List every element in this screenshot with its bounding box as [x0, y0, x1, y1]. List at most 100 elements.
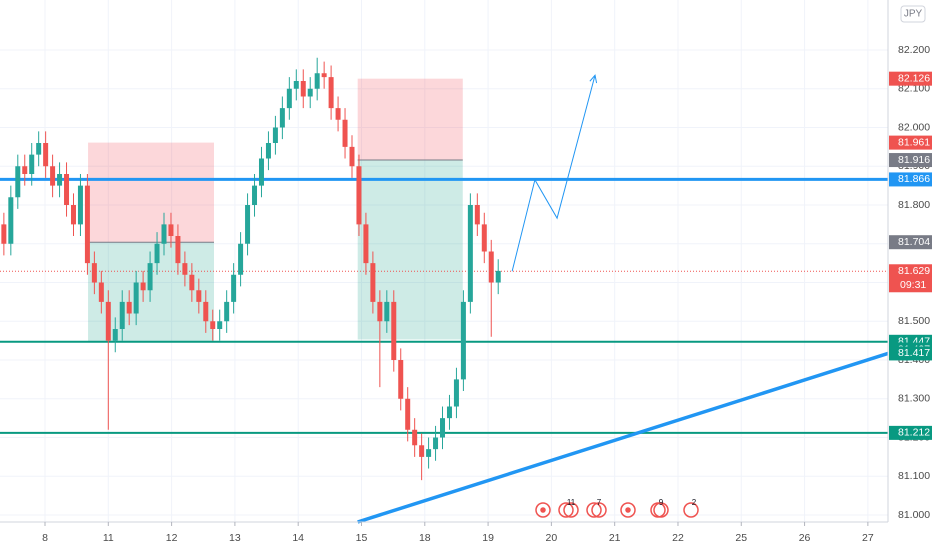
candle-body [182, 263, 188, 275]
price-label: 81.961 [898, 136, 930, 148]
candle-body [252, 185, 258, 206]
candle-body [419, 445, 425, 457]
candles [1, 57, 501, 481]
candle-body [272, 127, 278, 143]
stop-zone [357, 78, 463, 161]
candle-body [279, 108, 285, 128]
candle-body [342, 119, 348, 147]
candle-body [398, 360, 404, 399]
x-tick-label: 18 [419, 532, 431, 544]
candle-body [245, 205, 251, 244]
candle-body [307, 88, 313, 97]
target-zone [357, 160, 463, 340]
candle-body [1, 224, 7, 244]
candle-body [495, 270, 501, 283]
x-tick-label: 15 [356, 532, 368, 544]
candle-body [391, 301, 397, 361]
candle-body [328, 77, 334, 109]
x-tick-label: 27 [862, 532, 874, 544]
price-label-box [889, 425, 932, 440]
candle-body [22, 166, 28, 174]
projection-arrow [511, 75, 596, 272]
candle-body [133, 282, 139, 314]
candle-body [175, 236, 181, 264]
candle-body [467, 205, 473, 302]
candle-body [321, 73, 327, 78]
arrow-head [589, 74, 598, 84]
price-label: 82.126 [898, 72, 930, 84]
candle-body [224, 301, 230, 322]
candle-body [286, 88, 292, 109]
price-label-box [889, 264, 932, 293]
candle-body [98, 282, 104, 302]
candle-body [196, 290, 202, 302]
candle-body [363, 224, 369, 264]
candle-body [335, 108, 341, 120]
currency: JPY [904, 9, 923, 20]
candle-body [154, 243, 160, 264]
candle-body [57, 174, 63, 186]
candle-body [412, 429, 418, 446]
event-count: 7 [597, 498, 602, 507]
event-count: 11 [567, 498, 576, 507]
candle-body [481, 224, 487, 252]
x-tick-label: 14 [292, 532, 304, 544]
candle-body [161, 224, 167, 244]
candle-body [168, 224, 174, 237]
candle-body [147, 263, 153, 291]
candle-body [231, 274, 237, 302]
candle-body [265, 142, 271, 159]
candle-body [105, 301, 111, 341]
y-tick-label: 81.800 [898, 199, 930, 211]
price-label: 81.629 [898, 265, 930, 277]
candle-body [189, 274, 195, 291]
candle-body [238, 243, 244, 275]
candle-body [210, 321, 216, 330]
candle-body [43, 142, 49, 167]
price-label: 81.212 [898, 427, 930, 439]
x-tick-label: 21 [609, 532, 621, 544]
candle-body [453, 379, 459, 407]
price-label-box [889, 172, 932, 187]
candle-body [112, 329, 118, 341]
candle-body [356, 166, 362, 225]
drawings [0, 74, 889, 524]
currency-badge[interactable] [900, 5, 926, 23]
candle-body [474, 205, 480, 225]
event-count: 9 [659, 498, 664, 507]
candle-body [426, 449, 432, 457]
candle-body [446, 406, 452, 419]
price-label: 81.417 [898, 347, 930, 359]
y-tick-label: 81.100 [898, 470, 930, 482]
x-tick-label: 13 [229, 532, 241, 544]
candle-body [70, 205, 76, 225]
y-tick-label: 82.000 [898, 121, 930, 133]
candle-body [140, 282, 146, 291]
countdown: 09:31 [900, 279, 926, 291]
candle-body [433, 437, 439, 450]
y-tick-label: 81.000 [898, 509, 930, 521]
x-tick-label: 26 [799, 532, 811, 544]
candle-body [217, 321, 223, 330]
candle-body [300, 80, 306, 97]
candle-body [119, 301, 125, 330]
x-tick-label: 20 [546, 532, 558, 544]
price-label-box [889, 71, 932, 86]
price-label-box [889, 346, 932, 361]
price-label-box [889, 235, 932, 250]
candle-body [50, 166, 56, 186]
x-tick-label: 11 [103, 532, 114, 544]
y-tick-label: 81.500 [898, 315, 930, 327]
candle-body [440, 418, 446, 438]
candle-body [293, 80, 299, 89]
axis-labels: 81.00081.10081.20081.30081.40081.50081.6… [42, 44, 932, 544]
grid [0, 0, 888, 522]
candle-body [36, 142, 42, 155]
price-label: 81.704 [898, 236, 930, 248]
candle-body [15, 166, 21, 198]
candle-body [77, 185, 83, 225]
x-tick-label: 25 [735, 532, 747, 544]
candle-body [314, 73, 320, 89]
candle-body [91, 263, 97, 283]
